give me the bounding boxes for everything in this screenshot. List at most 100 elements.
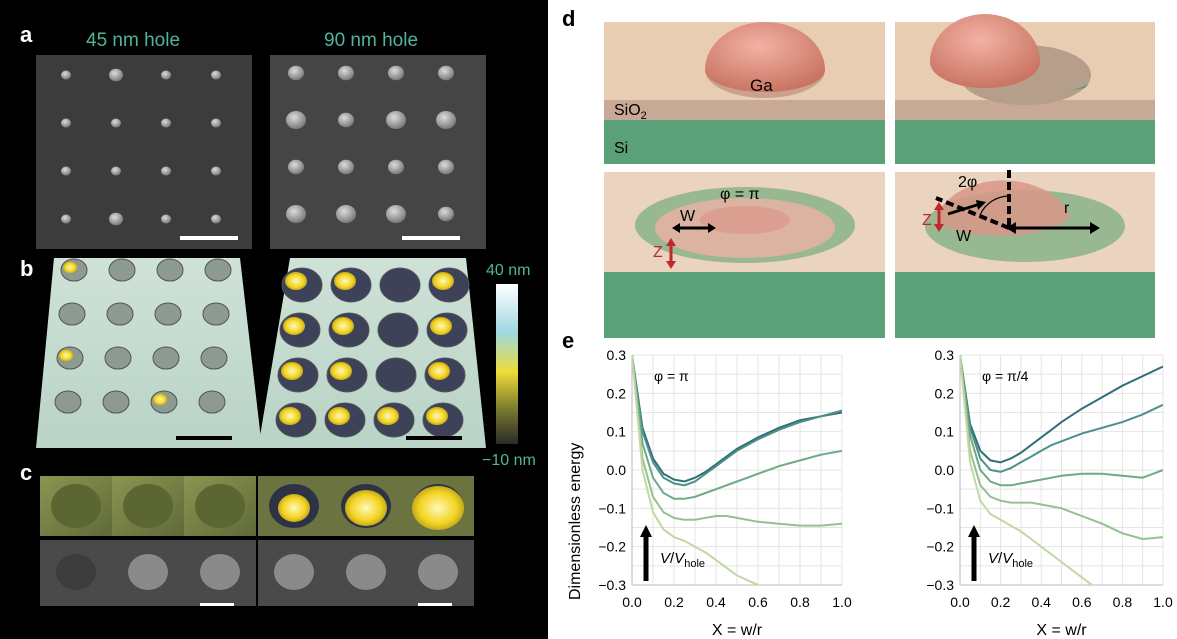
ga-particle <box>412 486 464 530</box>
afm-hole <box>106 302 134 326</box>
ga-particle <box>332 317 354 335</box>
arrow-label-vhole: V <box>1002 550 1014 567</box>
ga-particle <box>377 407 399 425</box>
sem-tile-particle <box>200 554 240 590</box>
series-line <box>960 355 1163 487</box>
si-layer <box>604 120 885 164</box>
sem-particle <box>211 70 221 80</box>
ga-particle <box>283 317 305 335</box>
arrow-label-sub: hole <box>1012 558 1033 570</box>
x-tick-label: 0.8 <box>1113 594 1133 610</box>
sem-particle <box>286 111 306 129</box>
ga-particle <box>330 362 352 380</box>
sem-particle <box>338 112 354 128</box>
ga-particle <box>345 490 387 526</box>
y-tick-label: 0.2 <box>935 385 955 401</box>
sem-particle <box>161 118 171 128</box>
y-tick-label: −0.1 <box>598 500 626 516</box>
afm-hole <box>108 258 136 282</box>
panel-label-d: d <box>562 6 576 31</box>
sem-particle <box>338 65 354 81</box>
y-tick-label: 0.3 <box>935 347 955 363</box>
energy-charts: 0.0 0.2 0.4 0.6 0.8 1.0 0.3 0.2 0.1 0.0 −0.1 −0.2 −0… <box>598 347 1173 639</box>
sem-particle <box>211 166 221 176</box>
sem-particle <box>111 118 121 128</box>
si-layer <box>604 272 885 338</box>
ga-particle <box>432 272 454 290</box>
hole-floor <box>1060 82 1090 92</box>
z-arrow-head <box>666 238 676 246</box>
two-phi-label: 2φ <box>958 174 978 191</box>
x-tick-label: 1.0 <box>832 594 852 610</box>
ga-particle <box>428 362 450 380</box>
sem-tile-particle <box>418 554 458 590</box>
z-label: Z <box>922 212 932 229</box>
afm-hole <box>152 346 180 370</box>
sem-particle <box>211 214 221 224</box>
height-colorbar <box>496 284 518 444</box>
x-tick-label: 0.0 <box>622 594 642 610</box>
si-label: Si <box>614 140 629 157</box>
scale-bar <box>418 603 452 606</box>
z-arrow-head <box>666 261 676 269</box>
x-tick-label: 0.4 <box>1031 594 1051 610</box>
afm-tile-hole <box>123 484 173 528</box>
x-tick-label: 0.0 <box>950 594 970 610</box>
series-line <box>960 355 1163 541</box>
sem-particle <box>388 65 404 81</box>
z-arrow-head <box>934 224 944 232</box>
ga-particle <box>281 362 303 380</box>
afm-hole <box>204 258 232 282</box>
sem-particle <box>386 111 406 129</box>
scale-bar <box>402 236 460 240</box>
colorbar-min-label: −10 nm <box>482 452 536 469</box>
y-tick-label: 0.0 <box>935 462 955 478</box>
sem-particle <box>336 205 356 223</box>
y-tick-label: −0.3 <box>598 577 626 593</box>
sem-tile-particle <box>274 554 314 590</box>
sem-particle <box>109 68 123 82</box>
ga-particle <box>58 349 74 362</box>
series-line <box>632 355 761 585</box>
sem-particle <box>161 70 171 80</box>
afm-hole <box>202 302 230 326</box>
sem-particle <box>388 159 404 175</box>
sem-particle <box>438 65 454 81</box>
panel-label-a: a <box>20 22 33 47</box>
si-layer <box>895 272 1155 338</box>
panel-label-e: e <box>562 328 575 353</box>
r-label: r <box>1064 200 1070 217</box>
scale-bar <box>406 436 462 440</box>
z-arrow-head <box>934 202 944 210</box>
sem-particle <box>61 70 71 80</box>
y-tick-label: 0.3 <box>607 347 627 363</box>
angle-arc <box>979 195 1010 216</box>
ga-particle <box>426 407 448 425</box>
afm-hole <box>156 258 184 282</box>
x-tick-label: 0.6 <box>1072 594 1092 610</box>
sio2-label-text: SiO <box>614 102 641 119</box>
afm-hole <box>54 390 82 414</box>
ga-particle <box>279 407 301 425</box>
phi-label: φ = π <box>720 186 760 203</box>
y-tick-label: 0.1 <box>935 424 955 440</box>
x-tick-label: 0.2 <box>664 594 684 610</box>
sem-particle <box>436 111 456 129</box>
afm-tile-hole <box>195 484 245 528</box>
arrow-label-v: V <box>660 550 672 567</box>
sem-particle <box>111 166 121 176</box>
afm-image-90nm <box>258 258 486 448</box>
schematic-panel-d <box>604 14 1155 338</box>
w-label: W <box>956 228 972 245</box>
ga-label: Ga <box>750 76 773 95</box>
volume-arrow-label: V/Vhole <box>660 550 705 570</box>
ga-droplet <box>705 22 825 92</box>
ga-particle <box>285 272 307 290</box>
x-tick-label: 0.6 <box>748 594 768 610</box>
arrow-label-v: V <box>988 550 1000 567</box>
sio2-subscript: 2 <box>640 110 647 123</box>
afm-hole <box>102 390 130 414</box>
x-tick-label: 0.4 <box>706 594 726 610</box>
ga-particle <box>278 494 310 522</box>
ga-ring-inner <box>700 206 790 234</box>
